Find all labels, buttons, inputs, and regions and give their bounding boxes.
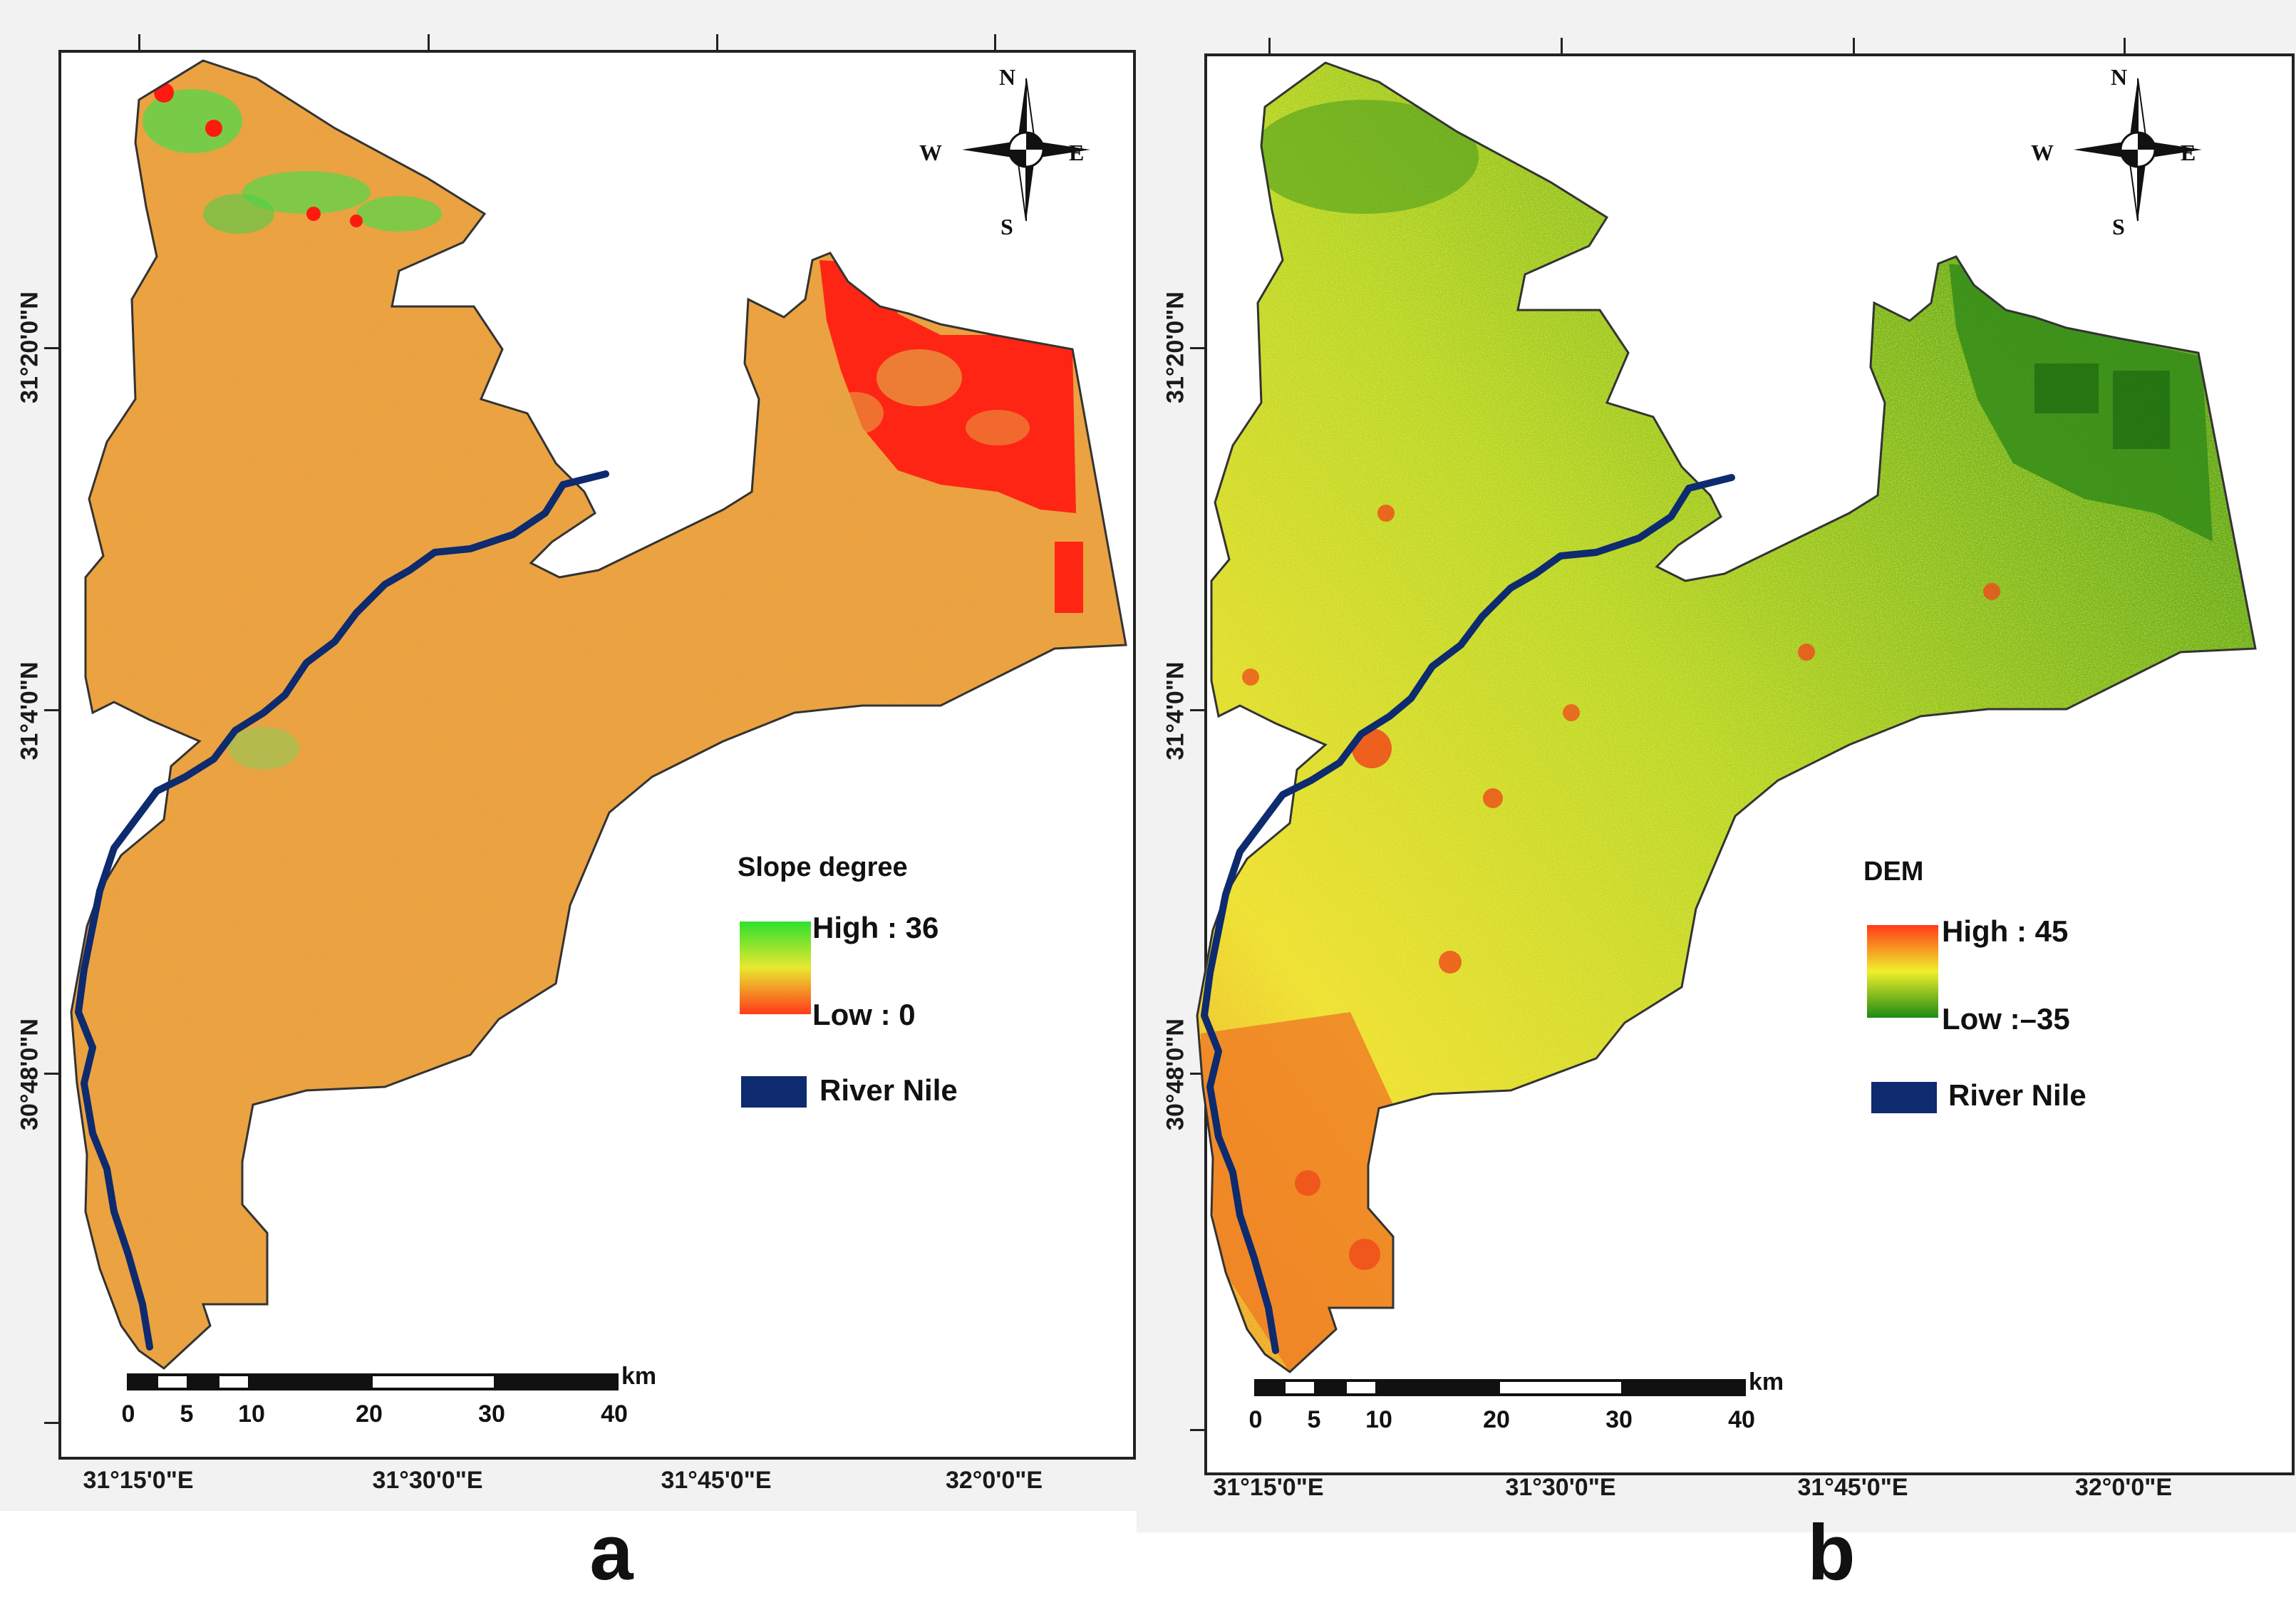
tick <box>1268 38 1271 53</box>
scale-unit: km <box>621 1363 657 1390</box>
compass-south-label: S <box>2112 214 2125 239</box>
legend-title: DEM <box>1863 857 1924 887</box>
legend-low-label: Low : 0 <box>812 998 916 1031</box>
river-nile-label: River Nile <box>819 1073 958 1107</box>
scale-label: 10 <box>238 1400 265 1428</box>
tick <box>428 34 430 50</box>
scale-label: 30 <box>478 1400 505 1428</box>
lon-label: 32°0'0"E <box>2074 1474 2173 1501</box>
compass-rose-icon <box>962 78 1090 222</box>
legend-high-label: High : 36 <box>812 911 939 944</box>
compass-east-label: E <box>2181 140 2196 165</box>
lon-label: 31°30'0"E <box>372 1467 483 1494</box>
scale-label: 40 <box>601 1400 628 1428</box>
tick <box>44 347 60 349</box>
tick <box>138 34 140 50</box>
lon-label: 32°0'0"E <box>945 1467 1043 1494</box>
river-nile-label: River Nile <box>1948 1078 2086 1112</box>
tick <box>44 709 60 711</box>
legend-low-label: Low :–35 <box>1942 1002 2070 1036</box>
scale-label: 10 <box>1365 1406 1392 1433</box>
tick <box>994 34 996 50</box>
scale-label: 40 <box>1728 1406 1755 1433</box>
scale-label: 20 <box>1483 1406 1510 1433</box>
compass-east-label: E <box>1069 140 1085 165</box>
legend-color-ramp <box>740 922 811 1014</box>
scale-label: 30 <box>1605 1406 1633 1433</box>
scale-label: 5 <box>180 1400 194 1428</box>
scale-unit: km <box>1749 1368 1784 1395</box>
tick <box>1190 1073 1206 1075</box>
tick <box>1190 347 1206 349</box>
lon-label: 31°15'0"E <box>83 1467 194 1494</box>
tick <box>1561 38 1563 53</box>
compass-north-label: N <box>999 64 1016 90</box>
river-nile-swatch <box>1871 1082 1937 1113</box>
legend-title: Slope degree <box>738 852 908 882</box>
river-nile-swatch <box>741 1076 807 1108</box>
tick <box>2124 38 2126 53</box>
tick <box>44 1073 60 1075</box>
legend-high-label: High : 45 <box>1942 914 2069 948</box>
tick <box>716 34 718 50</box>
scale-bar <box>1254 1379 1746 1396</box>
lon-label: 31°30'0"E <box>1505 1474 1616 1501</box>
lon-label: 31°45'0"E <box>1797 1474 1908 1501</box>
panel-a-slope-map <box>70 59 1127 1370</box>
compass-rose-icon <box>2074 78 2202 222</box>
scale-label: 0 <box>121 1400 135 1428</box>
river-nile-line <box>1201 474 1735 1354</box>
lon-label: 31°45'0"E <box>661 1467 772 1494</box>
compass-south-label: S <box>1000 214 1013 239</box>
scale-bar <box>127 1373 619 1390</box>
lon-label: 31°15'0"E <box>1213 1474 1324 1501</box>
scale-label: 0 <box>1248 1406 1263 1433</box>
panel-b-dem-map <box>1196 61 2257 1373</box>
legend-color-ramp <box>1867 925 1938 1018</box>
scale-label: 5 <box>1307 1406 1321 1433</box>
river-nile-line <box>75 470 609 1351</box>
compass-west-label: W <box>2031 140 2054 165</box>
tick <box>1190 709 1206 711</box>
panel-a-letter: a <box>589 1509 634 1596</box>
scale-label: 20 <box>356 1400 383 1428</box>
compass-west-label: W <box>919 140 942 165</box>
tick <box>44 1422 60 1424</box>
panel-b-letter: b <box>1807 1509 1856 1596</box>
compass-north-label: N <box>2111 64 2128 90</box>
tick <box>1853 38 1855 53</box>
tick <box>1190 1429 1206 1431</box>
